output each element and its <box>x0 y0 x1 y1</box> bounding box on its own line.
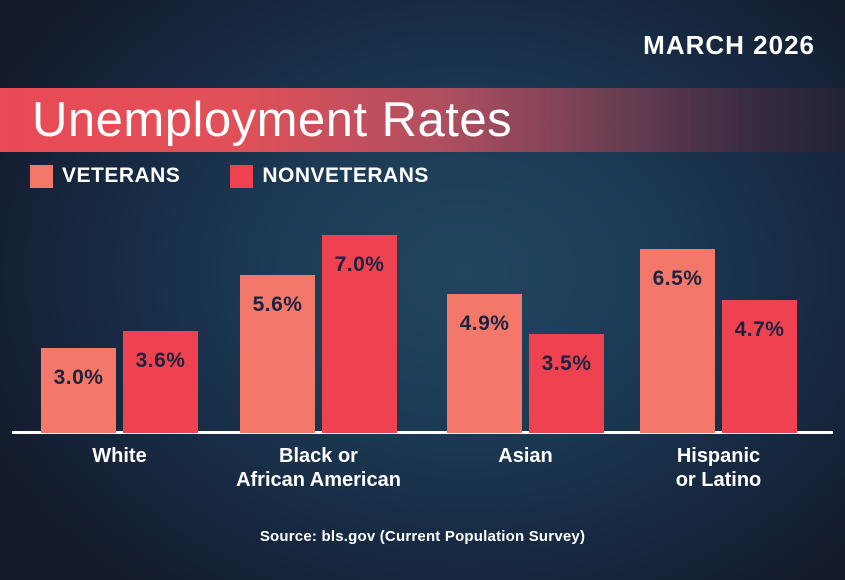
bar-value-label: 6.5% <box>652 267 703 290</box>
category-label-black-or: Black or African American <box>236 445 401 491</box>
bar-group-asian: 4.9% 3.5% <box>447 294 604 433</box>
category-label-asian: Asian <box>498 445 553 467</box>
bar-veterans-black-or: 5.6% <box>240 275 315 433</box>
veterans-swatch-icon <box>30 164 53 188</box>
source-note: Source: bls.gov (Current Population Surv… <box>259 528 586 545</box>
legend-item-nonveterans: NONVETERANS <box>230 164 429 188</box>
bar-value-label: 4.9% <box>459 312 510 335</box>
legend-item-veterans: VETERANS <box>30 164 180 188</box>
bar-group-black-or: 5.6% 7.0% <box>240 235 397 433</box>
legend-label: VETERANS <box>62 164 181 187</box>
chart-legend: VETERANS NONVETERANS <box>30 164 429 188</box>
bar-veterans-white: 3.0% <box>41 348 116 433</box>
bar-nonveterans-black-or: 7.0% <box>322 235 397 433</box>
legend-label: NONVETERANS <box>262 164 429 187</box>
bar-value-label: 3.0% <box>53 366 104 389</box>
category-label-hispanic: Hispanic or Latino <box>675 445 762 491</box>
bar-group-hispanic: 6.5% 4.7% <box>640 249 797 433</box>
bar-group-white: 3.0% 3.6% <box>41 331 198 433</box>
bar-nonveterans-white: 3.6% <box>123 331 198 433</box>
bar-value-label: 3.5% <box>541 352 592 375</box>
bar-value-label: 4.7% <box>734 318 785 341</box>
bar-veterans-hispanic: 6.5% <box>640 249 715 433</box>
bar-veterans-asian: 4.9% <box>447 294 522 433</box>
bar-value-label: 5.6% <box>252 293 303 316</box>
title-banner: Unemployment Rates <box>0 88 845 152</box>
bar-nonveterans-hispanic: 4.7% <box>722 300 797 433</box>
date-label: MARCH 2026 <box>643 30 815 60</box>
bar-nonveterans-asian: 3.5% <box>529 334 604 433</box>
nonveterans-swatch-icon <box>230 164 254 188</box>
x-axis-line <box>12 431 833 434</box>
page-title: Unemployment Rates <box>32 93 513 147</box>
bar-value-label: 7.0% <box>334 253 385 276</box>
category-label-white: White <box>92 445 147 467</box>
bar-value-label: 3.6% <box>135 349 186 372</box>
